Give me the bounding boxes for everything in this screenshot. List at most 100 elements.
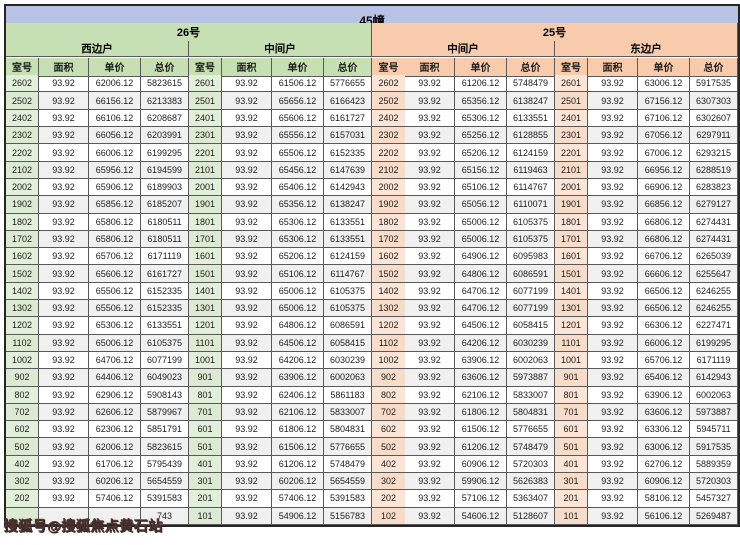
unit-price-cell: 60906.12	[638, 473, 690, 491]
room-cell: 2402	[6, 109, 39, 128]
unit-price-cell: 65206.12	[272, 248, 324, 266]
unit-price-cell: 64706.12	[455, 300, 507, 318]
room-cell: 1502	[6, 265, 39, 283]
area-cell: 93.92	[405, 248, 455, 266]
unit-price-cell: 63606.12	[638, 403, 690, 422]
room-cell: 1201	[555, 317, 588, 335]
total-price-cell: 6265039	[690, 248, 738, 266]
unit-price-cell: 65706.12	[638, 351, 690, 370]
total-price-cell: 6147639	[324, 161, 372, 179]
total-price-cell: 5833007	[324, 403, 372, 422]
unit-price-cell: 62006.12	[89, 438, 141, 456]
unit-price-cell: 62906.12	[89, 386, 141, 404]
total-price-cell: 6133551	[324, 230, 372, 249]
total-price-cell: 6105375	[324, 300, 372, 318]
area-cell: 93.92	[588, 282, 638, 301]
room-cell: 1802	[372, 213, 405, 231]
room-cell: 601	[555, 421, 588, 439]
unit-price-cell: 65656.12	[272, 92, 324, 110]
total-price-cell: 6077199	[507, 282, 555, 301]
area-cell: 93.92	[405, 196, 455, 214]
area-cell: 93.92	[405, 490, 455, 508]
area-cell: 93.92	[588, 196, 638, 214]
unit-price-cell: 60906.12	[455, 455, 507, 474]
room-cell: 1101	[555, 334, 588, 352]
total-price-cell: 6105375	[507, 213, 555, 231]
total-price-cell: 6152335	[141, 300, 189, 318]
area-cell: 93.92	[222, 351, 272, 370]
unit-price-cell: 62406.12	[272, 386, 324, 404]
room-cell: 1701	[555, 230, 588, 249]
area-cell: 93.92	[588, 386, 638, 404]
total-price-cell: 6138247	[324, 196, 372, 214]
area-cell: 93.92	[588, 421, 638, 439]
total-price-cell: 5776655	[324, 438, 372, 456]
area-cell: 93.92	[588, 127, 638, 145]
unit-price-cell: 62106.12	[272, 403, 324, 422]
unit-price-cell: 65006.12	[455, 213, 507, 231]
area-cell: 93.92	[405, 507, 455, 525]
unit-price-cell: 61706.12	[89, 455, 141, 474]
room-cell: 1902	[6, 196, 39, 214]
area-cell	[39, 507, 89, 525]
total-price-cell: 6189903	[141, 178, 189, 197]
room-cell: 1002	[372, 351, 405, 370]
room-cell: 2502	[6, 92, 39, 110]
total-price-cell: 5748479	[507, 438, 555, 456]
unit-price-cell: 66156.12	[89, 92, 141, 110]
unit-price-cell: 66506.12	[638, 282, 690, 301]
unit-price-cell: 67106.12	[638, 109, 690, 128]
room-cell: 1302	[372, 300, 405, 318]
total-price-cell: 5823615	[141, 75, 189, 93]
room-cell: 302	[6, 473, 39, 491]
room-cell: 1001	[189, 351, 222, 370]
room-cell: 1501	[189, 265, 222, 283]
room-cell: 401	[189, 455, 222, 474]
area-cell: 93.92	[222, 421, 272, 439]
total-price-cell: 6246255	[690, 282, 738, 301]
area-cell: 93.92	[39, 386, 89, 404]
area-cell: 93.92	[222, 109, 272, 128]
unit-price-cell: 64806.12	[272, 317, 324, 335]
unit-price-cell: 65806.12	[89, 213, 141, 231]
area-cell: 93.92	[222, 386, 272, 404]
unit-price-cell: 62306.12	[89, 421, 141, 439]
total-price-cell: 5748479	[507, 75, 555, 93]
total-price-cell: 5804831	[324, 421, 372, 439]
room-cell: 1202	[372, 317, 405, 335]
area-cell: 93.92	[222, 455, 272, 474]
unit-price-cell: 65456.12	[272, 161, 324, 179]
area-cell: 93.92	[405, 438, 455, 456]
total-price-cell: 6105375	[324, 282, 372, 301]
area-cell: 93.92	[39, 300, 89, 318]
area-cell: 93.92	[588, 92, 638, 110]
unit-price-cell: 62006.12	[89, 75, 141, 93]
room-cell: 2002	[6, 178, 39, 197]
unit-price-cell: 66856.12	[638, 196, 690, 214]
area-cell: 93.92	[222, 144, 272, 162]
room-cell: 1002	[6, 351, 39, 370]
total-price-cell: 5720303	[507, 455, 555, 474]
unit-header-26-west: 西边户	[6, 40, 189, 57]
area-cell: 93.92	[588, 455, 638, 474]
area-cell: 93.92	[39, 455, 89, 474]
unit-price-cell: 61506.12	[272, 75, 324, 93]
room-cell: 1101	[189, 334, 222, 352]
room-cell: 2301	[189, 127, 222, 145]
unit-price-cell: 65956.12	[89, 161, 141, 179]
room-cell: 1001	[555, 351, 588, 370]
price-grid: 45幢 26号 25号 西边户 中间户 中间户 东边户 室号 面积 单价 总价 …	[6, 6, 738, 525]
column-header-room: 室号	[555, 57, 588, 77]
unit-price-cell: 64706.12	[455, 282, 507, 301]
room-cell: 902	[6, 369, 39, 387]
unit-price-cell: 66806.12	[638, 230, 690, 249]
room-cell: 1402	[6, 282, 39, 301]
total-price-cell: 6110071	[507, 196, 555, 214]
column-header-total-price: 总价	[141, 57, 189, 77]
total-price-cell: 6077199	[507, 300, 555, 318]
area-cell: 93.92	[588, 438, 638, 456]
total-price-cell: 6302607	[690, 109, 738, 128]
unit-price-cell: 65306.12	[89, 317, 141, 335]
column-header-room: 室号	[372, 57, 405, 77]
unit-price-cell: 62106.12	[455, 386, 507, 404]
